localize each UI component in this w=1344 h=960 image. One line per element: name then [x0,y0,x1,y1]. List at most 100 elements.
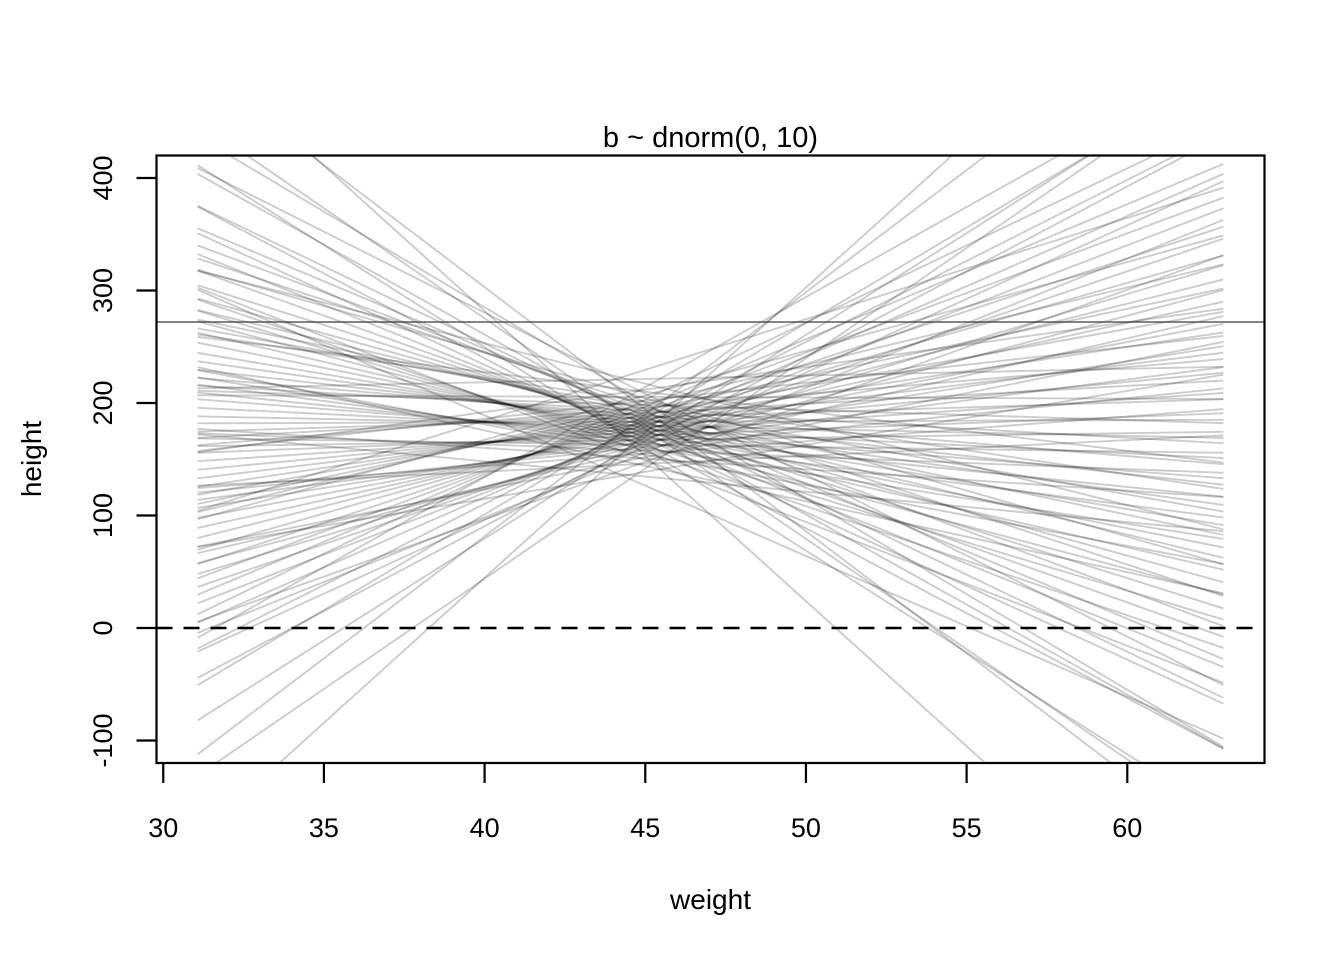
prior-regression-line [197,155,1188,679]
prior-regression-line [197,373,1224,549]
prior-regression-line [197,180,1224,653]
prior-regression-line [309,155,1113,763]
prior-regression-line [197,333,1224,490]
prior-regression-line [197,415,1224,439]
prior-regression-line [197,155,1178,650]
prior-regression-line [197,331,1224,488]
prior-regression-line [197,300,1224,529]
prior-regression-line [197,155,1091,722]
reference-lines-group [156,321,1265,630]
prior-regression-line [197,287,1224,505]
prior-regression-line [245,155,1135,763]
y-tick-label: 400 [88,155,118,200]
prior-regression-line [197,186,1224,512]
prior-regression-line [197,432,1224,474]
prior-regression-line [197,234,1224,521]
y-tick-label: 0 [88,620,118,635]
prior-regression-line [197,327,1224,513]
prior-regression-line [197,232,1224,705]
prior-regression-line [197,162,1224,596]
x-tick-label: 50 [791,813,821,843]
prior-regression-line [197,315,1224,555]
prior-regression-line [197,227,1224,661]
y-tick-label: 100 [88,493,118,538]
x-axis: 30 35 40 45 50 55 60 [148,763,1142,843]
prior-regression-line [197,269,1224,638]
prior-regression-line [197,172,1224,624]
y-tick-label: -100 [88,713,118,767]
prior-regression-line [197,368,1224,486]
prior-regression-line [197,167,1224,686]
prior-regression-line [197,298,1224,649]
prior-regression-line [197,155,1157,616]
prior-regression-line [197,173,1224,750]
prior-regression-line [197,383,1224,519]
prior-regression-line [278,155,954,763]
prior-regression-line [197,351,1224,480]
prior-regression-line [197,309,1224,621]
prior-regression-line [311,155,987,763]
prior-regression-line [197,379,1224,439]
prior-regression-line [197,335,1224,464]
prior-regression-line [197,384,1224,445]
y-axis-label: height [16,421,47,498]
prior-regression-line [197,155,988,756]
prior-regression-line [197,437,1224,454]
prior-regression-line [197,204,1224,699]
prior-regression-line [197,318,1224,536]
prior-regression-line [197,284,1224,610]
prior-regression-line [197,254,1224,551]
y-tick-label: 300 [88,268,118,313]
y-axis: -100 0 100 200 300 400 [88,155,157,768]
prior-regression-line [197,391,1224,498]
prior-regression-line [197,289,1224,564]
prior-regression-line [197,207,1224,605]
prior-regression-line [197,377,1224,466]
prior-regression-line [197,288,1224,740]
prior-regression-line [197,310,1224,496]
prior-regression-line [197,340,1224,548]
prior-regression-line [197,164,1143,763]
prior-regression-line [197,322,1224,519]
prior-regression-line [197,406,1224,460]
prior-regression-line [227,155,1224,748]
plot-box [155,154,1266,765]
prior-regression-line [197,394,1224,400]
prior-regression-line [197,253,1224,668]
prior-regression-line [197,434,1224,487]
prior-regression-line [197,369,1224,565]
prior-regression-line [197,351,1224,527]
x-tick-label: 60 [1112,813,1142,843]
x-tick-label: 30 [148,813,178,843]
prior-regression-line [197,398,1224,480]
prior-regression-line [197,263,1224,513]
prior-regression-line [197,268,1224,566]
prior-regression-line [197,427,1224,498]
x-tick-label: 40 [470,813,500,843]
prior-regression-line [197,297,1224,584]
prior-regression-line [197,366,1224,595]
prior-regression-line [197,345,1224,509]
prior-regression-line [197,286,1224,684]
prior-regression-line [197,331,1224,571]
prior-regression-line [197,366,1224,501]
prior-regression-line [197,408,1224,490]
prior-regression-line [197,307,1224,454]
prior-regression-line [197,341,1224,549]
x-tick-label: 55 [952,813,982,843]
prior-regression-line [197,433,1224,533]
prior-regression-line [197,244,1224,627]
prior-regression-line [197,155,1090,686]
y-tick-label: 200 [88,380,118,425]
prior-regression-line [197,376,1224,540]
prior-regression-line [197,320,1224,596]
prior-regression-line [197,225,1224,566]
prior-regression-line [197,205,1224,750]
x-tick-label: 35 [309,813,339,843]
prior-regression-line [197,387,1224,494]
prior-regression-line [197,392,1224,463]
prior-regression-line [197,254,1224,623]
prior-regression-line [197,264,1224,575]
